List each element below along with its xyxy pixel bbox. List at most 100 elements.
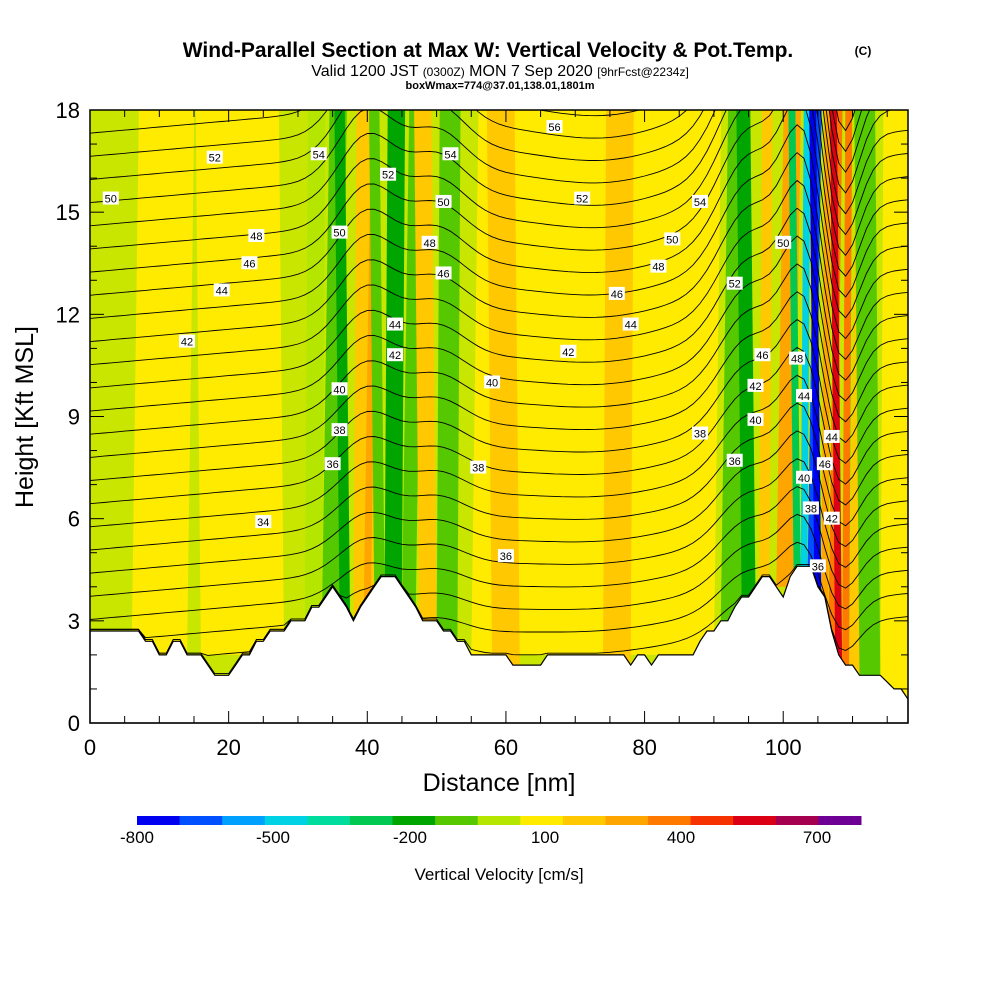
colorbar: -800 -500 -200 100 400 700: [120, 816, 862, 847]
isentrope-line: [90, 207, 908, 389]
isentrope-label-text: 52: [382, 170, 394, 182]
isentrope-label: 38: [692, 426, 709, 441]
isentrope-label: 42: [560, 344, 577, 359]
isentrope-label: 36: [324, 457, 341, 471]
isentrope-label-bg: [726, 453, 743, 467]
x-axis-label: Distance [nm]: [423, 769, 576, 797]
isentrope-label: 36: [726, 453, 743, 468]
isentrope-label: 50: [664, 232, 681, 246]
isentrope-label-text: 50: [437, 197, 449, 209]
isentrope-label-bg: [380, 167, 397, 181]
isentrope-label: 40: [796, 470, 813, 485]
isentrope-label-bg: [179, 334, 196, 348]
colorbar-swatch: [392, 816, 436, 825]
colorbar-label: Vertical Velocity [cm/s]: [414, 865, 583, 884]
x-tick-label: 60: [494, 735, 518, 760]
chart-subtitle-2: boxWmax=774@37.01,138.01,1801m: [406, 80, 595, 92]
isentrope-label-bg: [754, 348, 771, 362]
isentrope-label-text: 54: [313, 149, 325, 161]
isentrope-label-text: 48: [652, 262, 664, 274]
isentrope-label-bg: [470, 460, 487, 474]
isentrope-label: 54: [692, 194, 709, 209]
isentrope-label-text: 54: [444, 149, 456, 161]
isentrope-label: 46: [816, 457, 833, 471]
isentrope-label-text: 36: [729, 456, 741, 468]
isentrope-line: [90, 152, 908, 343]
field-band: [759, 110, 773, 582]
isentrope-label: 44: [622, 317, 639, 332]
isentrope-label: 38: [802, 501, 819, 515]
isentrope-label: 42: [179, 334, 196, 349]
isentrope-label-text: 48: [791, 354, 803, 366]
isentrope-label-text: 36: [327, 459, 339, 471]
chart-title-mark: (C): [855, 44, 872, 58]
y-tick-label: 0: [68, 711, 80, 736]
isentrope-label-bg: [435, 266, 452, 280]
isentrope-label-text: 36: [500, 551, 512, 563]
isentrope-label-text: 38: [805, 503, 817, 515]
isentrope-label: 50: [102, 191, 119, 206]
isentrope-label-text: 50: [105, 194, 117, 206]
isentrope-line: [90, 430, 908, 574]
x-tick-label: 0: [84, 735, 96, 760]
isentrope-label-bg: [248, 229, 265, 243]
isentrope-label: 34: [255, 515, 272, 529]
isentrope-label-bg: [102, 191, 119, 205]
colorbar-swatch: [435, 816, 479, 825]
isentrope-label: 52: [574, 191, 591, 206]
isentrope-label-text: 52: [729, 279, 741, 291]
colorbar-swatch: [562, 816, 606, 825]
isentrope-label-bg: [435, 194, 452, 208]
isentrope-label: 40: [484, 375, 501, 389]
isentrope-label: 48: [650, 259, 667, 274]
isentrope-label: 48: [248, 229, 265, 243]
colorbar-swatch: [264, 816, 308, 825]
x-tick-label: 100: [765, 735, 802, 760]
x-tick-label: 80: [632, 735, 656, 760]
isentrope-label-bg: [608, 286, 625, 300]
colorbar-swatch: [775, 816, 819, 825]
isentrope-line: [90, 110, 908, 277]
subtitle-small-1: (0300Z): [423, 65, 465, 79]
colorbar-swatch: [222, 816, 266, 825]
isentrope-line: [90, 110, 908, 215]
isentrope-label-text: 50: [333, 228, 345, 240]
isentrope-label-bg: [387, 348, 404, 362]
isentrope-label-bg: [823, 511, 840, 525]
chart-title: Wind-Parallel Section at Max W: Vertical…: [183, 39, 794, 62]
y-tick-label: 15: [56, 200, 80, 225]
isentrope-label-bg: [809, 559, 826, 573]
isentrope-label: 44: [823, 429, 840, 444]
isentrope-label: 44: [213, 283, 230, 297]
colorbar-swatch: [520, 816, 564, 825]
isentrope-label-text: 44: [389, 320, 401, 332]
isentrope-label-bg: [796, 470, 813, 484]
isentrope-label-bg: [331, 423, 348, 437]
colorbar-swatch: [477, 816, 521, 825]
isentrope-label-bg: [560, 344, 577, 358]
isentrope-label: 42: [747, 378, 764, 393]
colorbar-tick-label: 400: [667, 828, 695, 847]
terrain-layer: [89, 565, 909, 724]
isentrope-label: 54: [442, 147, 459, 161]
isentrope-label-bg: [241, 256, 258, 270]
field-band: [369, 110, 385, 587]
isentrope-label-bg: [574, 191, 591, 205]
isentrope-line: [90, 110, 871, 173]
isentrope-label-bg: [692, 194, 709, 208]
colorbar-tick-label: -800: [120, 828, 154, 847]
field-band: [800, 110, 811, 567]
isentrope-label-bg: [331, 225, 348, 239]
isentrope-label-bg: [546, 120, 563, 134]
field-band: [131, 110, 195, 655]
isentrope-line: [90, 319, 908, 481]
isentrope-label-text: 36: [812, 561, 824, 573]
field-band: [809, 110, 822, 592]
isentrope-label-bg: [692, 426, 709, 440]
isentrope-label-bg: [726, 276, 743, 290]
isentrope-label-text: 48: [424, 238, 436, 250]
isentrope-label: 56: [546, 120, 563, 134]
terrain-mask: [89, 565, 909, 724]
isentrope-label-text: 44: [826, 432, 838, 444]
